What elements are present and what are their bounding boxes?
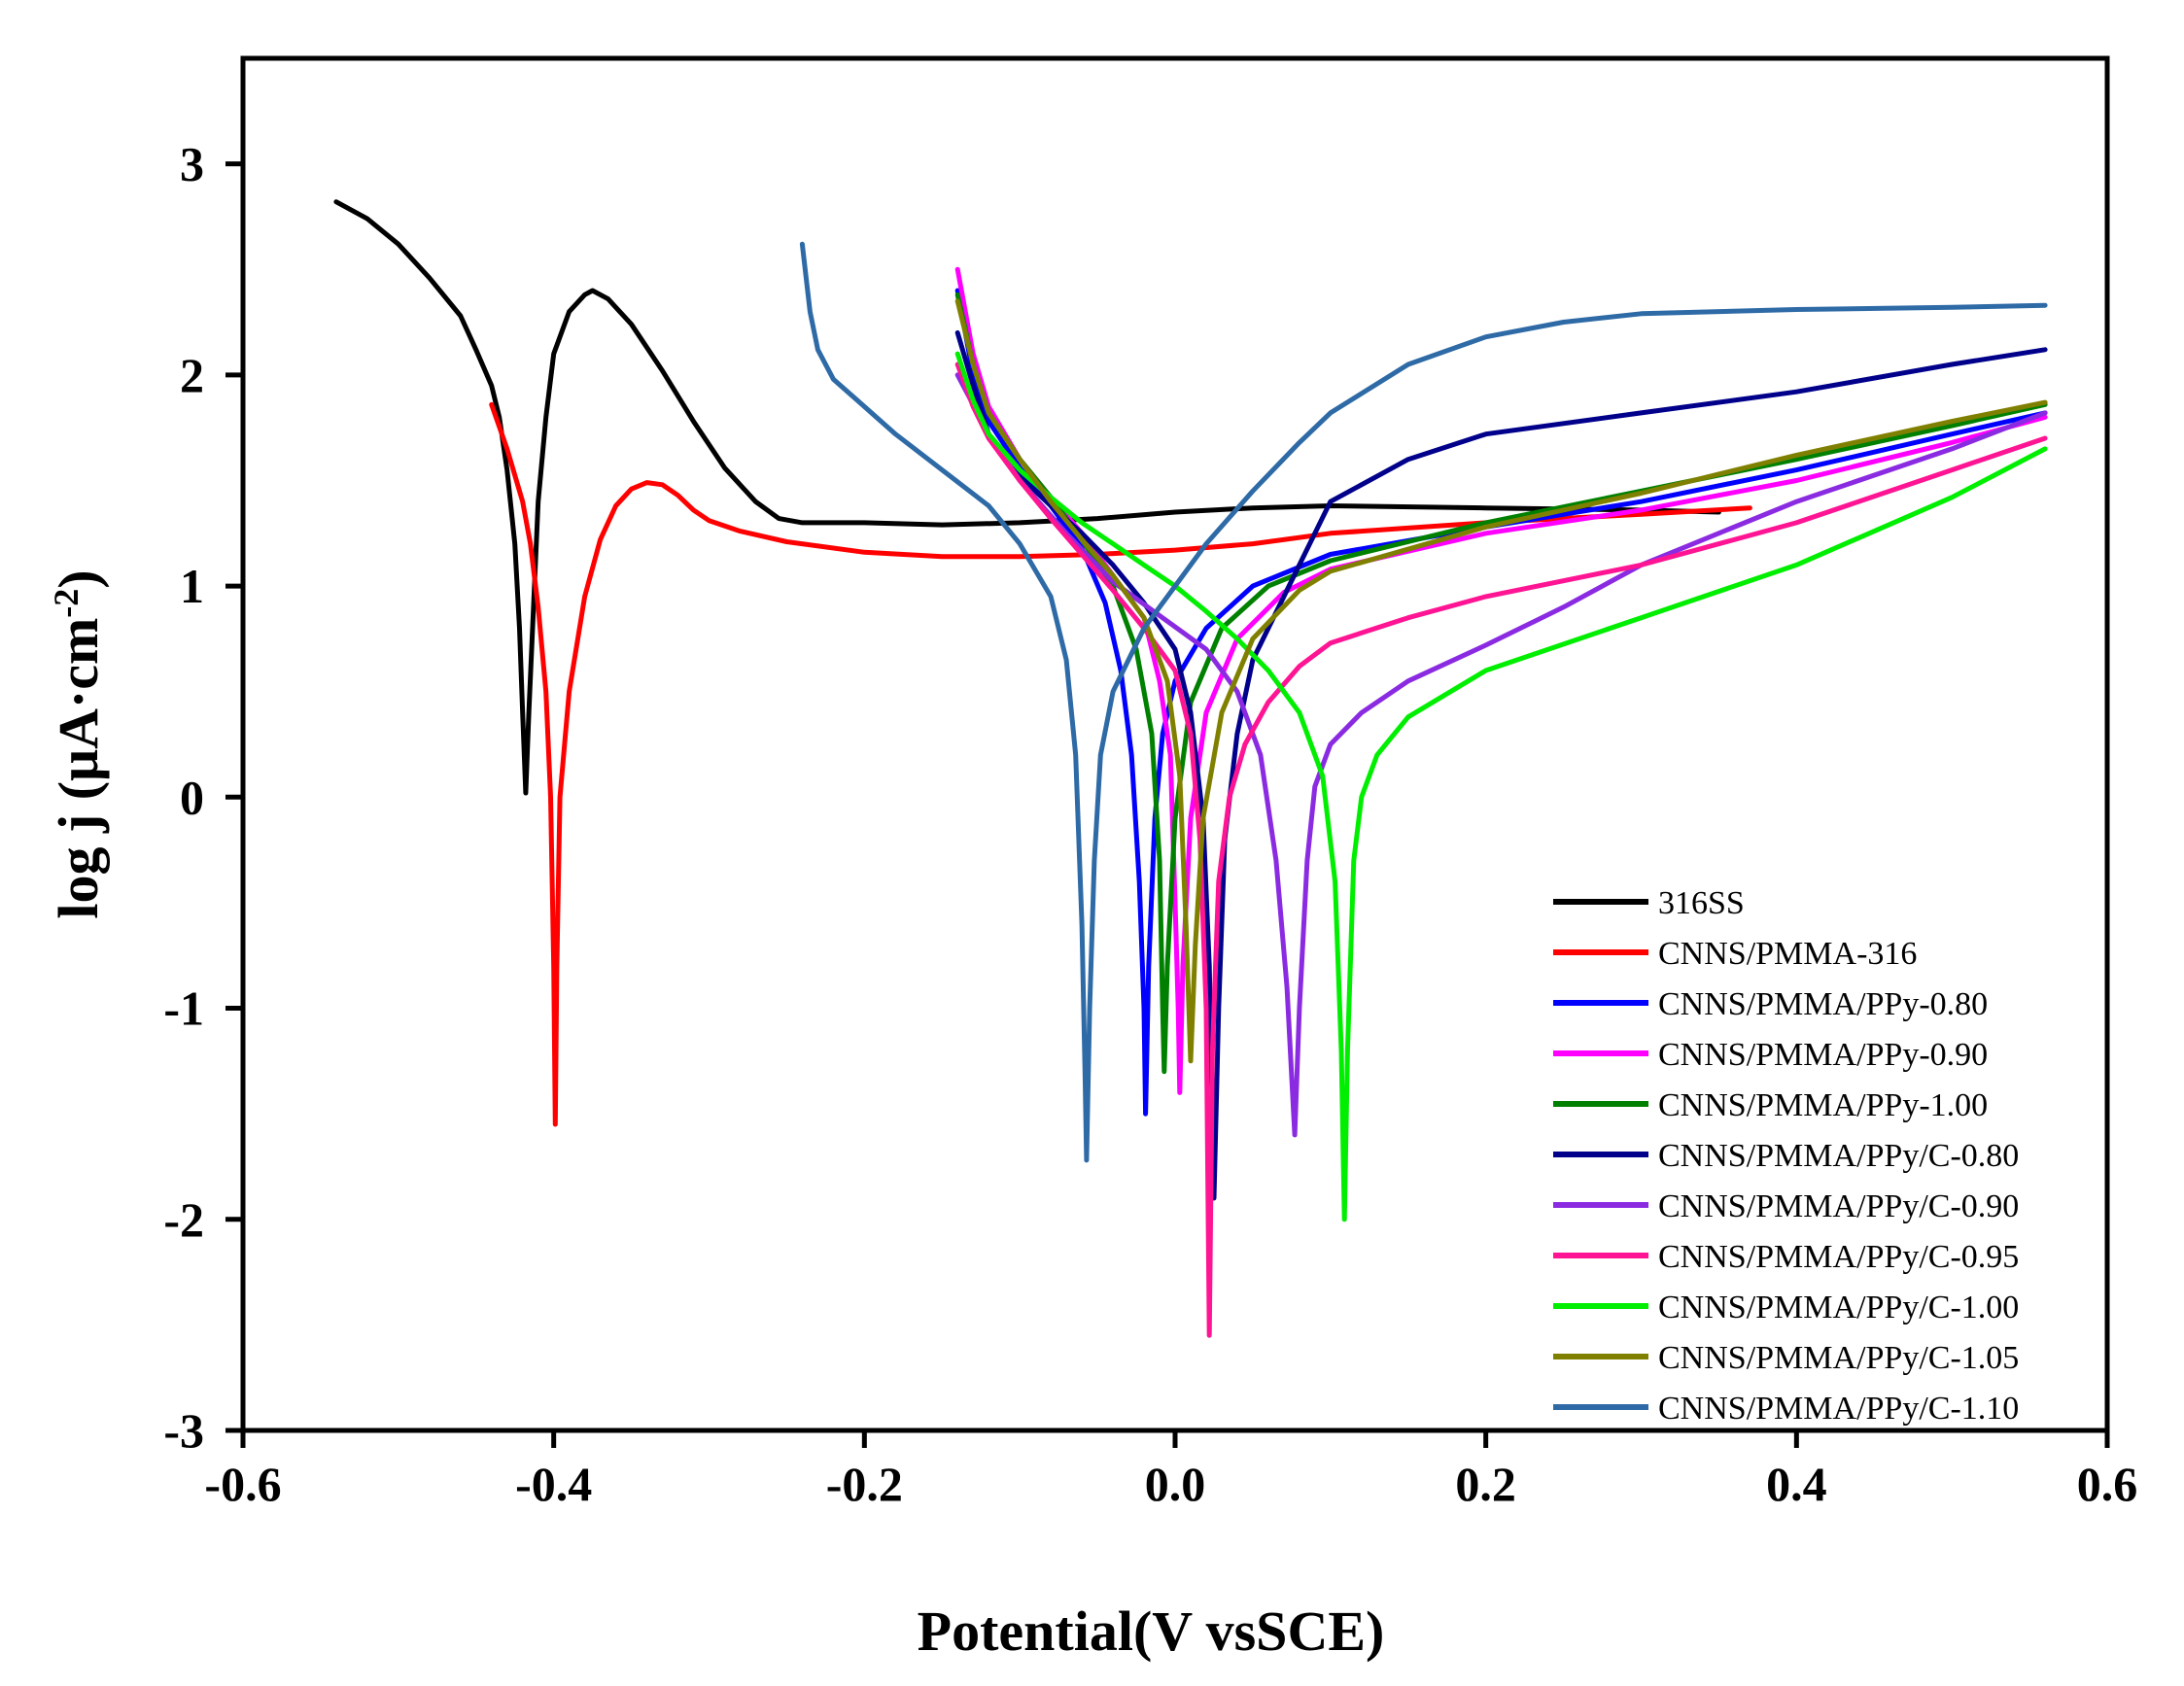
y-tick-label: 1 (180, 559, 204, 613)
y-tick-label: 2 (180, 348, 204, 402)
x-tick-label: 0.4 (1766, 1457, 1827, 1511)
legend-label: CNNS/PMMA/PPy-1.00 (1658, 1087, 1988, 1123)
y-tick-label: 0 (180, 770, 204, 824)
series-line-2 (489, 401, 1752, 1127)
legend-label: CNNS/PMMA/PPy/C-0.90 (1658, 1188, 2019, 1224)
x-tick-label: -0.2 (826, 1457, 903, 1511)
legend: 316SS CNNS/PMMA-316 CNNS/PMMA/PPy-0.80 CNNS… (1553, 885, 2019, 1427)
y-tick-label: -2 (163, 1192, 204, 1247)
legend-label: CNNS/PMMA/PPy/C-1.00 (1658, 1290, 2019, 1325)
x-tick-label: -0.6 (204, 1457, 281, 1511)
x-axis-title: Potential(V vsSCE) (918, 1600, 1385, 1663)
x-tick-label: -0.4 (515, 1457, 592, 1511)
y-axis-ticks: -3 -2 -1 0 1 2 3 (163, 137, 243, 1458)
legend-label: 316SS (1658, 885, 1745, 921)
y-axis-title: log j (μA·cm-2) (47, 569, 110, 918)
y-tick-label: -3 (163, 1403, 204, 1458)
series-line-10 (954, 298, 2048, 1064)
y-tick-label: 3 (180, 137, 204, 191)
x-tick-label: 0.2 (1455, 1457, 1516, 1511)
x-tick-label: 0.6 (2077, 1457, 2138, 1511)
series-line-8 (954, 361, 2048, 1338)
series-line-9 (954, 351, 2048, 1222)
legend-label: CNNS/PMMA/PPy-0.90 (1658, 1037, 1988, 1073)
series-layer (333, 199, 2048, 1338)
legend-label: CNNS/PMMA-316 (1658, 936, 1917, 972)
x-tick-label: 0.0 (1145, 1457, 1206, 1511)
x-axis-ticks: -0.6 -0.4 -0.2 0.0 0.2 0.4 0.6 (204, 1430, 2137, 1511)
y-tick-label: -1 (163, 981, 204, 1036)
legend-label: CNNS/PMMA/PPy/C-0.80 (1658, 1138, 2019, 1174)
legend-label: CNNS/PMMA/PPy-0.80 (1658, 986, 1988, 1022)
series-line-11 (799, 241, 2048, 1163)
legend-label: CNNS/PMMA/PPy/C-1.05 (1658, 1340, 2019, 1376)
series-line-7 (954, 372, 2048, 1138)
legend-label: CNNS/PMMA/PPy/C-0.95 (1658, 1239, 2019, 1275)
legend-label: CNNS/PMMA/PPy/C-1.10 (1658, 1391, 2019, 1427)
series-line-1 (333, 199, 1721, 796)
